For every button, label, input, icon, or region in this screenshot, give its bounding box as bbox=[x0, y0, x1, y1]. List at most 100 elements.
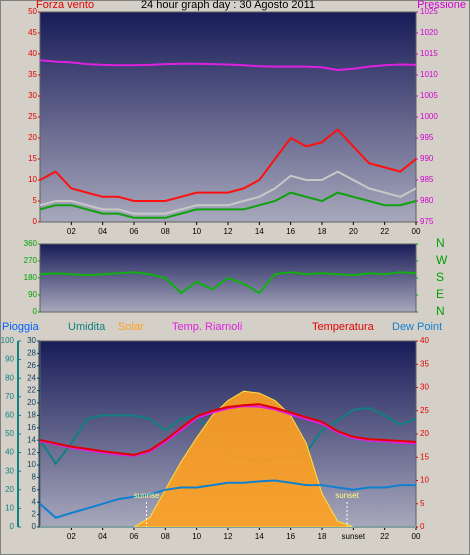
y-tick-label: 270 bbox=[24, 256, 38, 265]
y3-tick-label: 20 bbox=[27, 398, 36, 407]
y-tick-label: 50 bbox=[28, 7, 37, 16]
x-tick-label: 22 bbox=[380, 227, 389, 236]
y-axis-label: Forza vento bbox=[36, 0, 94, 11]
line bbox=[39, 271, 417, 295]
y3-tick-label: 0 bbox=[32, 522, 37, 531]
legend-entry: Solar bbox=[118, 321, 144, 333]
y-tick-label: 25 bbox=[28, 112, 37, 121]
line bbox=[39, 479, 416, 519]
y3-tick-label: 24 bbox=[27, 373, 36, 382]
y3-tick-label: 28 bbox=[27, 349, 36, 358]
x-tick-label: 00 bbox=[412, 532, 421, 541]
y-tick-label: 80 bbox=[5, 373, 14, 382]
y2-axis-label: Pressione bbox=[417, 0, 466, 11]
y3-tick-label: 12 bbox=[27, 448, 36, 457]
line bbox=[39, 128, 417, 202]
y2-tick-label: 990 bbox=[420, 154, 434, 163]
y2-tick-label: N bbox=[436, 236, 445, 250]
y2-tick-label: 25 bbox=[420, 406, 429, 415]
y-tick-label: 60 bbox=[5, 411, 14, 420]
y-tick-label: 90 bbox=[28, 290, 37, 299]
y2-tick-label: 5 bbox=[420, 499, 425, 508]
legend-entry: Temp. Riarnoli bbox=[172, 321, 242, 333]
x-tick-label: 16 bbox=[286, 532, 295, 541]
x-tick-label: 22 bbox=[380, 532, 389, 541]
y2-tick-label: 20 bbox=[420, 429, 429, 438]
y-tick-label: 20 bbox=[28, 133, 37, 142]
x-tick-label: 10 bbox=[192, 532, 201, 541]
y2-tick-label: 30 bbox=[420, 383, 429, 392]
x-tick-label: 18 bbox=[318, 532, 327, 541]
y2-tick-label: 995 bbox=[420, 133, 434, 142]
x-tick-label: 20 bbox=[349, 227, 358, 236]
y3-tick-label: 22 bbox=[27, 386, 36, 395]
y-tick-label: 35 bbox=[28, 70, 37, 79]
y-tick-label: 0 bbox=[10, 522, 15, 531]
y-tick-label: 30 bbox=[5, 466, 14, 475]
y-tick-label: 10 bbox=[28, 175, 37, 184]
line bbox=[39, 403, 417, 456]
chart-title: 24 hour graph day : 30 Agosto 2011 bbox=[141, 0, 315, 11]
annotation: sunset bbox=[335, 491, 359, 500]
x-tick-label: 16 bbox=[286, 227, 295, 236]
y3-tick-label: 18 bbox=[27, 411, 36, 420]
y-tick-label: 360 bbox=[24, 239, 38, 248]
line bbox=[39, 405, 417, 457]
x-tick-label: 04 bbox=[98, 227, 107, 236]
x-tick-label: 12 bbox=[224, 532, 233, 541]
y2-tick-label: 1010 bbox=[420, 70, 438, 79]
y2-tick-label: 985 bbox=[420, 175, 434, 184]
y3-tick-label: 16 bbox=[27, 423, 36, 432]
y3-tick-label: 26 bbox=[27, 361, 36, 370]
legend-entry: Pioggia bbox=[2, 321, 40, 333]
y2-tick-label: W bbox=[436, 253, 448, 267]
y2-tick-label: 40 bbox=[420, 336, 429, 345]
line bbox=[39, 59, 417, 72]
y3-tick-label: 2 bbox=[32, 510, 37, 519]
y3-tick-label: 8 bbox=[32, 473, 37, 482]
y2-tick-label: 1020 bbox=[420, 28, 438, 37]
y-tick-label: 5 bbox=[33, 196, 38, 205]
legend-entry: Dew Point bbox=[392, 321, 442, 333]
line bbox=[39, 170, 417, 215]
y-tick-label: 20 bbox=[5, 485, 14, 494]
x-tick-label: sunset bbox=[342, 532, 366, 541]
line bbox=[39, 191, 417, 219]
y3-tick-label: 6 bbox=[32, 485, 37, 494]
y2-tick-label: 1025 bbox=[420, 7, 438, 16]
y2-tick-label: E bbox=[436, 287, 444, 301]
x-tick-label: 06 bbox=[130, 227, 139, 236]
y2-tick-label: 1015 bbox=[420, 49, 438, 58]
y3-tick-label: 30 bbox=[27, 336, 36, 345]
y-tick-label: 45 bbox=[28, 28, 37, 37]
y3-tick-label: 10 bbox=[27, 460, 36, 469]
x-tick-label: 14 bbox=[255, 532, 264, 541]
y2-tick-label: 1000 bbox=[420, 112, 438, 121]
plot-area bbox=[39, 11, 417, 223]
y2-tick-label: 15 bbox=[420, 452, 429, 461]
y-tick-label: 70 bbox=[5, 392, 14, 401]
y2-tick-label: 1005 bbox=[420, 91, 438, 100]
x-tick-label: 14 bbox=[255, 227, 264, 236]
y2-tick-label: 975 bbox=[420, 217, 434, 226]
legend-entry: Umidita bbox=[68, 321, 106, 333]
x-tick-label: 02 bbox=[67, 227, 76, 236]
x-tick-label: 10 bbox=[192, 227, 201, 236]
y-tick-label: 180 bbox=[24, 273, 38, 282]
y2-tick-label: 10 bbox=[420, 476, 429, 485]
legend-entry: Temperatura bbox=[312, 321, 375, 333]
y-tick-label: 50 bbox=[5, 429, 14, 438]
y2-tick-label: 35 bbox=[420, 359, 429, 368]
x-tick-label: 08 bbox=[161, 532, 170, 541]
y-tick-label: 90 bbox=[5, 355, 14, 364]
y-tick-label: 100 bbox=[1, 336, 15, 345]
y-tick-label: 40 bbox=[5, 448, 14, 457]
y3-tick-label: 14 bbox=[27, 435, 36, 444]
y-tick-label: 15 bbox=[28, 154, 37, 163]
x-tick-label: 02 bbox=[67, 532, 76, 541]
annotation: sunrise bbox=[134, 491, 160, 500]
x-tick-label: 04 bbox=[98, 532, 107, 541]
y-tick-label: 40 bbox=[28, 49, 37, 58]
y2-tick-label: N bbox=[436, 304, 445, 318]
